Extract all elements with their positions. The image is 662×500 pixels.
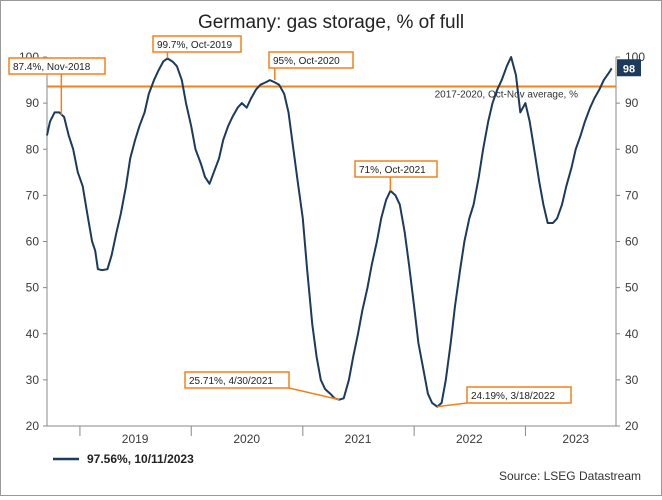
annotation-label: 71%, Oct-2021 [359,165,426,176]
y-tick-label-right: 20 [625,419,639,433]
reference-line-group: 2017-2020, Oct-Nov average, % [47,85,616,101]
annotations: 87.4%, Nov-2018 99.7%, Oct-2019 95%, Oct-2… [8,35,572,408]
annotation-label: 99.7%, Oct-2019 [157,40,232,51]
y-tick-label-right: 90 [625,96,639,110]
x-tick-label: 2022 [456,432,483,446]
y-tick-label-left: 20 [26,419,40,433]
annotation-box [354,160,438,178]
y-tick-label-left: 30 [26,373,40,387]
series-line [46,56,613,408]
y-tick-label-left: 50 [26,281,40,295]
y-tick-label-left: 70 [26,188,40,202]
y-tick-label-right: 70 [625,188,639,202]
y-tick-label-left: 90 [26,96,40,110]
y-tick-label-right: 80 [625,142,639,156]
last-value-badge: 98 [617,59,641,77]
legend-label: 97.56%, 10/11/2023 [87,452,194,466]
y-tick-label-right: 50 [625,281,639,295]
legend: 97.56%, 10/11/2023 [53,452,194,466]
annotation-label: 87.4%, Nov-2018 [13,62,91,73]
annotation-leader [437,402,468,408]
plot-area [46,57,617,427]
annotation-box [268,51,354,69]
year-dividers [79,426,526,436]
source-note: Source: LSEG Datastream [499,469,641,483]
annotation-box [184,371,290,389]
annotation-box [466,386,572,404]
y-tick-label-right: 40 [625,327,639,341]
annotation-label: 24.19%, 3/18/2022 [471,391,555,402]
last-value-badge-text: 98 [623,63,635,75]
annotation-box [152,35,242,53]
x-tick-label: 2021 [345,432,372,446]
y-tick-label-right: 60 [625,235,639,249]
x-tick-label: 2019 [122,432,149,446]
x-axis: 2019 2020 2021 2022 2023 [122,432,590,446]
annotation-leader [288,387,340,401]
series-group [46,56,613,408]
annotation-label: 25.71%, 4/30/2021 [189,376,273,387]
y-tick-label-left: 40 [26,327,40,341]
reference-line-label: 2017-2020, Oct-Nov average, % [435,90,579,101]
annotation-box [8,57,106,75]
last-value-badge-box [617,59,641,77]
y-tick-label-left: 60 [26,235,40,249]
x-tick-label: 2020 [233,432,260,446]
annotation-label: 95%, Oct-2020 [273,56,340,67]
chart-title: Germany: gas storage, % of full [198,12,464,33]
y-tick-label-left: 80 [26,142,40,156]
x-tick-label: 2023 [562,432,589,446]
y-tick-label-right: 30 [625,373,639,387]
